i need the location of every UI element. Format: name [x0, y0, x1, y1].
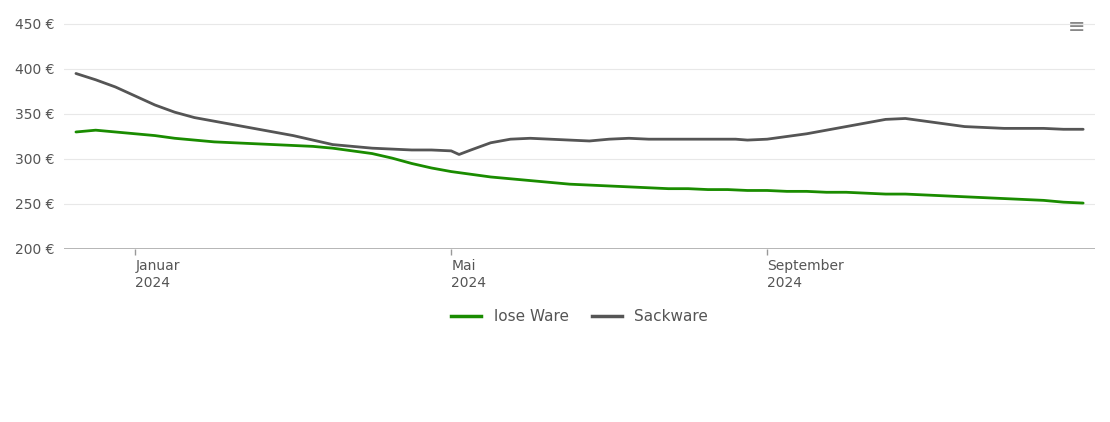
- Legend: lose Ware, Sackware: lose Ware, Sackware: [445, 303, 715, 330]
- Text: ≡: ≡: [1068, 17, 1086, 37]
